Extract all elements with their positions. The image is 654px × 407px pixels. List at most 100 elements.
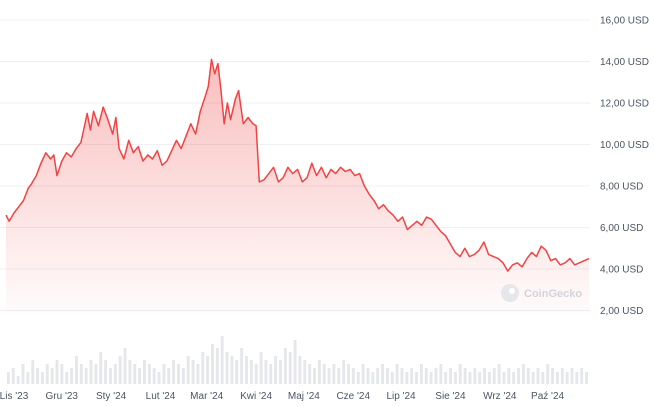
volume-bar — [254, 364, 258, 384]
volume-bar — [215, 348, 219, 384]
volume-bar — [449, 368, 452, 384]
volume-bar — [410, 368, 414, 384]
volume-bar — [26, 372, 30, 384]
volume-bar — [395, 364, 399, 384]
volume-bar — [313, 368, 316, 384]
volume-bar — [507, 368, 511, 384]
volume-bar — [381, 364, 384, 384]
volume-bar — [152, 368, 156, 384]
volume-bar — [186, 356, 190, 384]
y-tick-label: 14,00 USD — [600, 57, 649, 68]
x-tick-label: Wrz '24 — [483, 391, 517, 402]
volume-bar — [60, 364, 64, 384]
x-tick-label: Mar '24 — [190, 391, 223, 402]
volume-bar — [113, 364, 117, 384]
volume-bar — [585, 372, 589, 384]
volume-bar — [162, 364, 166, 384]
volume-bar — [293, 340, 297, 384]
volume-bar — [245, 356, 248, 384]
volume-bar — [521, 364, 525, 384]
volume-bar — [376, 368, 380, 384]
volume-bar — [317, 360, 321, 384]
volume-bar — [546, 364, 550, 384]
x-tick-label: Sty '24 — [96, 391, 127, 402]
volume-bar — [264, 360, 268, 384]
volume-bar — [483, 368, 487, 384]
volume-bar — [366, 368, 370, 384]
volume-bar — [21, 364, 25, 384]
volume-bar — [16, 376, 20, 384]
volume-bar — [429, 372, 433, 384]
volume-bar — [327, 368, 331, 384]
volume-bar — [497, 364, 501, 384]
volume-bar — [478, 372, 482, 384]
volume-bar — [526, 368, 530, 384]
volume-bar — [453, 372, 457, 384]
x-tick-label: Lut '24 — [146, 391, 176, 402]
volume-bar — [225, 352, 229, 384]
volume-bar — [181, 368, 185, 384]
volume-bar — [147, 364, 151, 384]
volume-bars — [6, 336, 589, 384]
volume-bar — [259, 352, 263, 384]
x-tick-label: Cze '24 — [336, 391, 370, 402]
volume-bar — [473, 368, 477, 384]
volume-bar — [138, 368, 142, 384]
coingecko-watermark: CoinGecko — [501, 284, 582, 302]
volume-bar — [371, 372, 375, 384]
volume-bar — [201, 352, 205, 384]
volume-bar — [6, 372, 10, 384]
volume-bar — [351, 368, 355, 384]
volume-bar — [31, 360, 35, 384]
volume-bar — [517, 368, 521, 384]
y-tick-label: 4,00 USD — [600, 265, 643, 276]
volume-bar — [89, 360, 93, 384]
y-tick-label: 10,00 USD — [600, 140, 649, 151]
y-tick-label: 2,00 USD — [600, 306, 643, 317]
volume-bar — [512, 372, 516, 384]
volume-bar — [580, 368, 584, 384]
volume-bar — [400, 368, 404, 384]
volume-bar — [118, 356, 122, 384]
volume-bar — [74, 356, 78, 384]
volume-bar — [172, 360, 176, 384]
volume-bar — [235, 360, 239, 384]
volume-bar — [230, 356, 234, 384]
volume-bar — [143, 360, 146, 384]
volume-bar — [79, 364, 83, 384]
volume-bar — [560, 368, 564, 384]
volume-bar — [298, 356, 302, 384]
volume-bar — [177, 364, 180, 384]
volume-bar — [551, 368, 555, 384]
volume-bar — [303, 360, 307, 384]
volume-bar — [308, 364, 312, 384]
volume-bar — [55, 360, 59, 384]
volume-bar — [240, 348, 244, 384]
x-tick-label: Lis '23 — [0, 391, 29, 402]
volume-bar — [439, 364, 443, 384]
volume-bar — [167, 368, 171, 384]
volume-bar — [405, 372, 409, 384]
volume-bar — [424, 368, 428, 384]
x-tick-label: Maj '24 — [288, 391, 320, 402]
volume-bar — [468, 372, 472, 384]
volume-bar — [128, 360, 132, 384]
volume-bar — [11, 368, 15, 384]
price-area — [6, 59, 589, 313]
volume-bar — [94, 364, 98, 384]
x-tick-label: Gru '23 — [46, 391, 79, 402]
volume-bar — [104, 360, 108, 384]
watermark-text: CoinGecko — [524, 288, 582, 300]
volume-bar — [332, 364, 336, 384]
volume-bar — [458, 364, 462, 384]
volume-bar — [211, 344, 214, 384]
volume-bar — [444, 372, 448, 384]
x-tick-label: Sie '24 — [435, 391, 466, 402]
volume-bar — [536, 368, 540, 384]
volume-bar — [347, 364, 350, 384]
volume-bar — [99, 352, 103, 384]
volume-bar — [196, 364, 200, 384]
volume-bar — [157, 372, 161, 384]
